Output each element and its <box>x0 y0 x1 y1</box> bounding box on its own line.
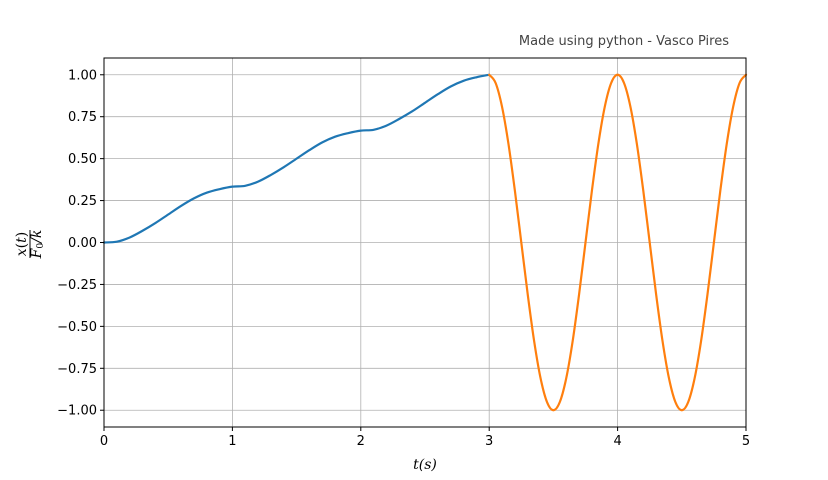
y-tick-label: 1.00 <box>68 68 97 83</box>
y-tick-label: −1.00 <box>57 404 97 419</box>
series-line-1 <box>102 73 491 244</box>
y-axis-ticks: −1.00 −0.75 −0.50 −0.25 0.00 0.25 0.50 0.75 1.00 <box>57 68 104 419</box>
x-tick-label: 2 <box>357 434 365 449</box>
series-line-2 <box>488 73 748 412</box>
y-axis-label-denominator: F0/k <box>29 230 46 260</box>
x-tick-label: 4 <box>613 434 621 449</box>
y-tick-label: −0.50 <box>57 320 97 335</box>
y-tick-label: 0.25 <box>68 194 97 209</box>
y-tick-label: 0.75 <box>68 110 97 125</box>
series-group <box>102 73 748 412</box>
y-tick-label: 0.00 <box>68 236 97 251</box>
y-tick-label: −0.25 <box>57 278 97 293</box>
x-tick-label: 5 <box>742 434 750 449</box>
y-axis-label-numerator: x(t) <box>14 232 30 256</box>
x-tick-label: 1 <box>228 434 236 449</box>
y-tick-label: −0.75 <box>57 362 97 377</box>
y-tick-label: 0.50 <box>68 152 97 167</box>
x-tick-label: 3 <box>485 434 493 449</box>
author-annotation: Made using python - Vasco Pires <box>519 34 729 49</box>
x-axis-ticks: 0 1 2 3 4 5 <box>100 427 750 449</box>
y-axis-label: x(t) F0/k <box>14 230 46 260</box>
x-axis-label: t(s) <box>413 457 437 473</box>
x-tick-label: 0 <box>100 434 108 449</box>
